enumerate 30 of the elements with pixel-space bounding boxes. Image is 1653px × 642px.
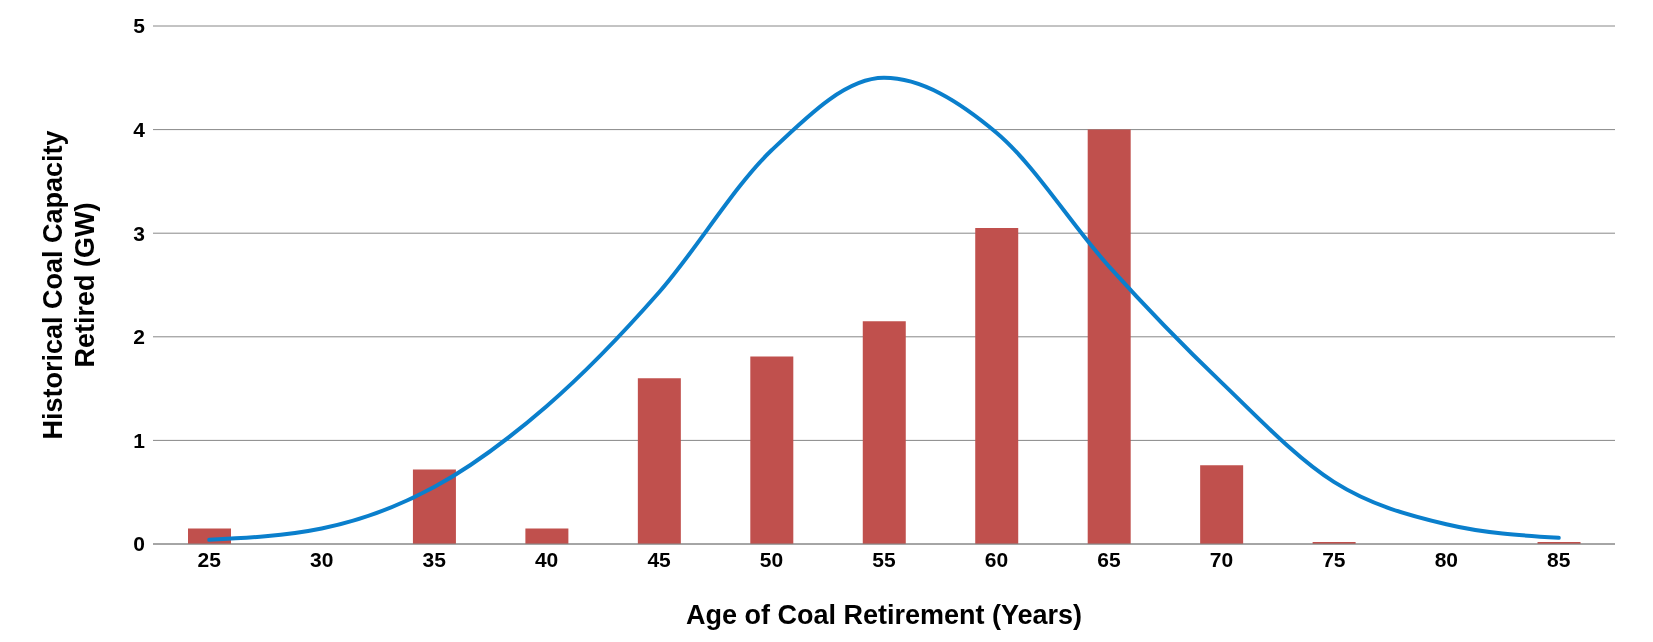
x-tick-label: 60 <box>984 547 1009 571</box>
bar <box>1200 465 1244 544</box>
y-tick-label: 4 <box>133 118 146 142</box>
y-tick-label: 0 <box>133 532 145 556</box>
bar <box>1087 129 1131 544</box>
x-tick-label: 50 <box>759 547 784 571</box>
bar <box>750 356 794 544</box>
x-tick-label: 55 <box>872 547 896 571</box>
bar <box>637 378 681 544</box>
bar <box>525 528 569 544</box>
bar <box>975 228 1019 544</box>
x-tick-label: 40 <box>534 547 559 571</box>
x-axis-title: Age of Coal Retirement (Years) <box>685 600 1083 630</box>
x-tick-label: 80 <box>1434 547 1458 571</box>
y-tick-label: 5 <box>133 14 146 38</box>
x-tick-label: 65 <box>1097 547 1121 571</box>
x-tick-label: 70 <box>1209 547 1234 571</box>
y-tick-label: 3 <box>133 221 145 245</box>
x-tick-label: 85 <box>1547 547 1571 571</box>
x-tick-label: 35 <box>422 547 447 571</box>
y-tick-label: 2 <box>133 325 145 349</box>
x-tick-label: 25 <box>197 547 222 571</box>
x-tick-label: 75 <box>1322 547 1346 571</box>
line-series <box>207 75 1561 542</box>
bar <box>412 469 456 544</box>
y-tick-label: 1 <box>133 428 146 452</box>
x-tick-label: 30 <box>310 547 334 571</box>
x-tick-label: 45 <box>647 547 672 571</box>
y-axis-title: Historical Coal Capacity Retired (GW) <box>38 130 100 440</box>
bar <box>862 321 906 544</box>
